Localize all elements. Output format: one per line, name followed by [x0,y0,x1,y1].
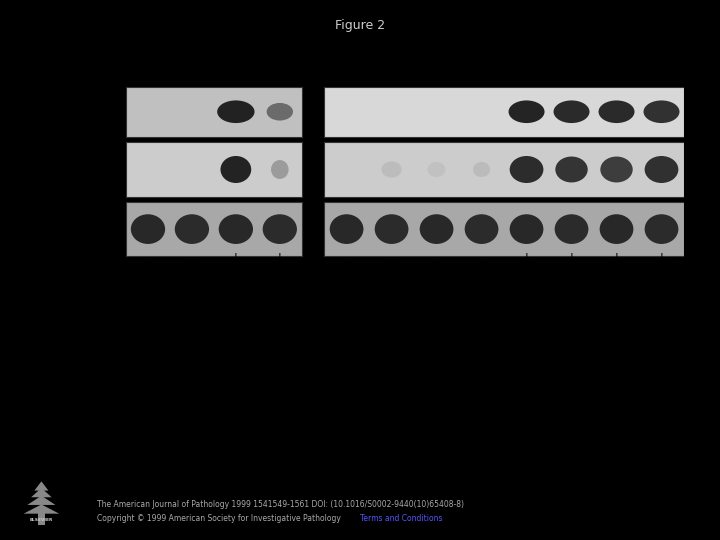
Text: TNFR10/0: TNFR10/0 [565,45,598,77]
Text: +: + [567,251,577,264]
Ellipse shape [555,157,588,183]
Ellipse shape [219,214,253,244]
Bar [324,143,684,197]
Ellipse shape [420,214,454,244]
Ellipse shape [600,157,633,183]
Text: The American Journal of Pathology 1999 1541549-1561 DOI: (10.1016/S0002-9440(10): The American Journal of Pathology 1999 1… [97,501,464,509]
Text: IFN-γ: IFN-γ [92,107,123,117]
Text: TNFR1/20/0: TNFR1/20/0 [475,39,513,77]
Ellipse shape [382,161,402,178]
Ellipse shape [428,162,446,177]
Polygon shape [27,496,55,505]
Text: -: - [480,251,484,264]
Ellipse shape [175,214,209,244]
Ellipse shape [217,100,255,123]
Bar [126,143,302,197]
Ellipse shape [510,214,544,244]
Text: -: - [344,251,348,264]
Text: TNFR20/0: TNFR20/0 [610,45,643,77]
Ellipse shape [644,214,678,244]
Text: +: + [521,251,531,264]
Ellipse shape [600,214,634,244]
Ellipse shape [263,214,297,244]
Ellipse shape [266,103,293,120]
Text: Terms and Conditions: Terms and Conditions [360,514,443,523]
Ellipse shape [644,156,678,183]
Text: -: - [145,251,150,264]
Ellipse shape [271,160,289,179]
Ellipse shape [598,100,634,123]
Ellipse shape [220,156,251,183]
Bar [126,202,302,256]
Text: +: + [611,251,621,264]
Text: IFN-γR+/+: IFN-γR+/+ [142,43,176,77]
Text: IFN-γR+/+: IFN-γR+/+ [230,43,264,77]
Text: TNFR1/2+/+: TNFR1/2+/+ [341,37,380,77]
Text: -: - [390,251,394,264]
Text: +: + [275,251,284,264]
Text: TNF-α: TNF-α [89,165,123,174]
Ellipse shape [554,214,588,244]
Text: ELSEVIER: ELSEVIER [30,518,53,522]
Text: IFN-γR0/0: IFN-γR0/0 [186,45,218,77]
Polygon shape [35,481,48,490]
Ellipse shape [464,214,498,244]
Text: HPRT: HPRT [92,224,123,234]
Text: TNFR20/0: TNFR20/0 [430,45,463,77]
Text: +: + [657,251,667,264]
Ellipse shape [554,100,590,123]
Bar [324,86,684,137]
Text: -: - [190,251,194,264]
Bar [324,202,684,256]
Bar [37,511,45,525]
Text: infected: infected [75,246,123,256]
Text: IFN-γR0/0: IFN-γR0/0 [274,45,306,77]
Text: Figure 2: Figure 2 [335,19,385,32]
Text: -: - [434,251,438,264]
Polygon shape [24,504,59,514]
Ellipse shape [131,214,165,244]
Ellipse shape [374,214,408,244]
Text: TNFR10/0: TNFR10/0 [385,45,418,77]
Ellipse shape [510,156,544,183]
Ellipse shape [473,162,490,177]
Text: +: + [231,251,240,264]
Text: TNFR1/20/0: TNFR1/20/0 [655,39,693,77]
Ellipse shape [644,100,680,123]
Polygon shape [31,488,52,497]
Text: TNFR1/2+/+: TNFR1/2+/+ [520,37,560,77]
Bar [126,86,302,137]
Ellipse shape [508,100,544,123]
Text: Copyright © 1999 American Society for Investigative Pathology: Copyright © 1999 American Society for In… [97,514,343,523]
Ellipse shape [330,214,364,244]
